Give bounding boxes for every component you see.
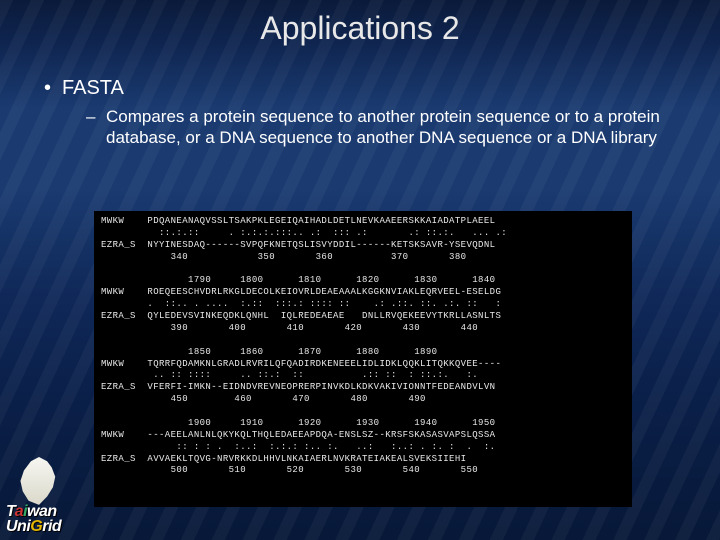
taiwan-unigrid-logo: Taiwan UniGrid <box>6 456 98 534</box>
bullet-level2: Compares a protein sequence to another p… <box>40 106 680 149</box>
fasta-alignment-output: MWKW PDQANEANAQVSSLTSAKPKLEGEIQAIHADLDET… <box>94 211 632 507</box>
taiwan-island-icon <box>10 456 68 508</box>
logo-text: Taiwan UniGrid <box>6 504 61 534</box>
bullet-level1: FASTA <box>40 77 680 100</box>
slide-body: FASTA Compares a protein sequence to ano… <box>0 47 720 149</box>
slide-title: Applications 2 <box>0 0 720 47</box>
